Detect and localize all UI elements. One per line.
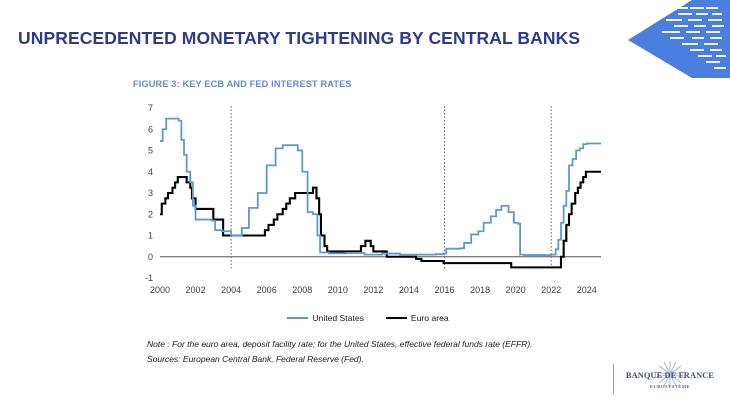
svg-text:5: 5 xyxy=(148,146,153,156)
svg-text:2004: 2004 xyxy=(221,285,241,295)
svg-text:2016: 2016 xyxy=(435,285,455,295)
svg-text:2014: 2014 xyxy=(399,285,419,295)
svg-text:0: 0 xyxy=(148,252,153,262)
svg-text:2012: 2012 xyxy=(363,285,383,295)
legend-label-united-states: United States xyxy=(312,313,364,323)
svg-text:2024: 2024 xyxy=(577,285,597,295)
svg-text:2000: 2000 xyxy=(150,285,170,295)
page-title: UNPRECEDENTED MONETARY TIGHTENING BY CEN… xyxy=(18,28,581,48)
logo-name: BANQUE DE FRANCE xyxy=(625,371,715,380)
note-line: Note : For the euro area, deposit facili… xyxy=(147,339,533,349)
svg-text:2020: 2020 xyxy=(506,285,526,295)
svg-text:1: 1 xyxy=(148,231,153,241)
footnotes: Note : For the euro area, deposit facili… xyxy=(147,337,533,367)
svg-text:2: 2 xyxy=(148,209,153,219)
series-lines xyxy=(160,117,601,269)
svg-text:2010: 2010 xyxy=(328,285,348,295)
logo-marks: BANQUE DE FRANCE EUROSYSTÈME xyxy=(624,360,716,398)
legend-item-euro-area: Euro area xyxy=(385,313,449,323)
logo-subtitle: EUROSYSTÈME xyxy=(649,384,691,389)
sources-line: Sources: European Central Bank, Federal … xyxy=(147,353,364,364)
legend-label-euro-area: Euro area xyxy=(410,313,449,323)
y-axis-tick-labels: -1 0 1 2 3 4 5 6 7 xyxy=(145,103,153,283)
figure-title: FIGURE 3: KEY ECB AND FED INTEREST RATES xyxy=(133,79,352,89)
legend-swatch-united-states xyxy=(287,317,309,319)
chart-legend: United States Euro area xyxy=(133,313,603,323)
svg-text:-1: -1 xyxy=(145,273,153,283)
chart-container: -1 0 1 2 3 4 5 6 7 2000 2002 2004 2006 2008 2010 2012 2… xyxy=(133,100,603,305)
logo-divider xyxy=(613,364,614,394)
x-axis-tick-labels: 2000 2002 2004 2006 2008 2010 2012 2014 2016 2018… xyxy=(150,285,597,295)
vertical-marker-lines xyxy=(230,106,552,269)
triangle-chevron-icon xyxy=(628,0,730,78)
legend-item-united-states: United States xyxy=(287,313,364,323)
svg-text:7: 7 xyxy=(148,103,153,113)
svg-text:2006: 2006 xyxy=(257,285,277,295)
svg-text:3: 3 xyxy=(148,188,153,198)
svg-text:2018: 2018 xyxy=(470,285,490,295)
starburst-icon xyxy=(653,361,687,387)
legend-swatch-euro-area xyxy=(385,317,407,319)
banque-de-france-logo: BANQUE DE FRANCE EUROSYSTÈME xyxy=(613,358,716,400)
corner-decoration xyxy=(600,0,730,78)
svg-text:2002: 2002 xyxy=(186,285,206,295)
svg-text:6: 6 xyxy=(148,124,153,134)
svg-text:2008: 2008 xyxy=(292,285,312,295)
svg-text:2022: 2022 xyxy=(541,285,561,295)
svg-text:4: 4 xyxy=(148,167,153,177)
